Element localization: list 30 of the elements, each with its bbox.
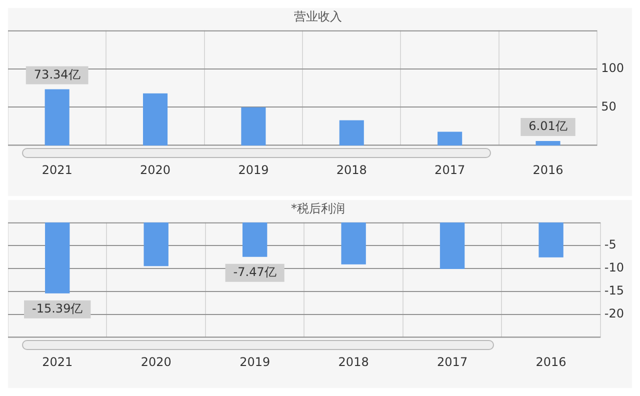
bar [143,93,168,146]
x-tick-label: 2021 [42,162,72,177]
data-label: 6.01亿 [528,119,568,134]
x-tick-label: 2019 [240,354,270,369]
x-tick-label: 2018 [336,162,367,177]
y-tick-label: -5 [604,238,616,252]
x-tick-label: 2019 [238,162,269,177]
data-label: -7.47亿 [233,264,276,279]
chart-title: *税后利润 [291,201,345,216]
bar [438,132,462,146]
x-tick-label: 2016 [536,354,566,369]
y-tick-label: 50 [601,99,616,114]
x-tick-label: 2017 [437,354,468,369]
bar [536,140,560,146]
x-tick-label: 2016 [532,162,564,177]
x-tick-label: 2021 [42,354,73,369]
bar [44,89,70,146]
data-label: 73.34亿 [34,67,80,82]
x-tick-label: 2017 [434,162,466,177]
bar [339,120,364,146]
x-tick-label: 2018 [338,354,369,369]
x-tick-label: 2020 [140,354,172,369]
bar [241,107,266,146]
chart-title: 营业收入 [294,9,342,24]
y-tick-label: -10 [604,260,624,275]
data-label: -15.39亿 [32,301,83,316]
x-tick-label: 2020 [140,162,171,177]
y-tick-label: -20 [604,306,624,321]
y-tick-label: -15 [604,284,624,298]
y-tick-label: 100 [601,60,624,75]
